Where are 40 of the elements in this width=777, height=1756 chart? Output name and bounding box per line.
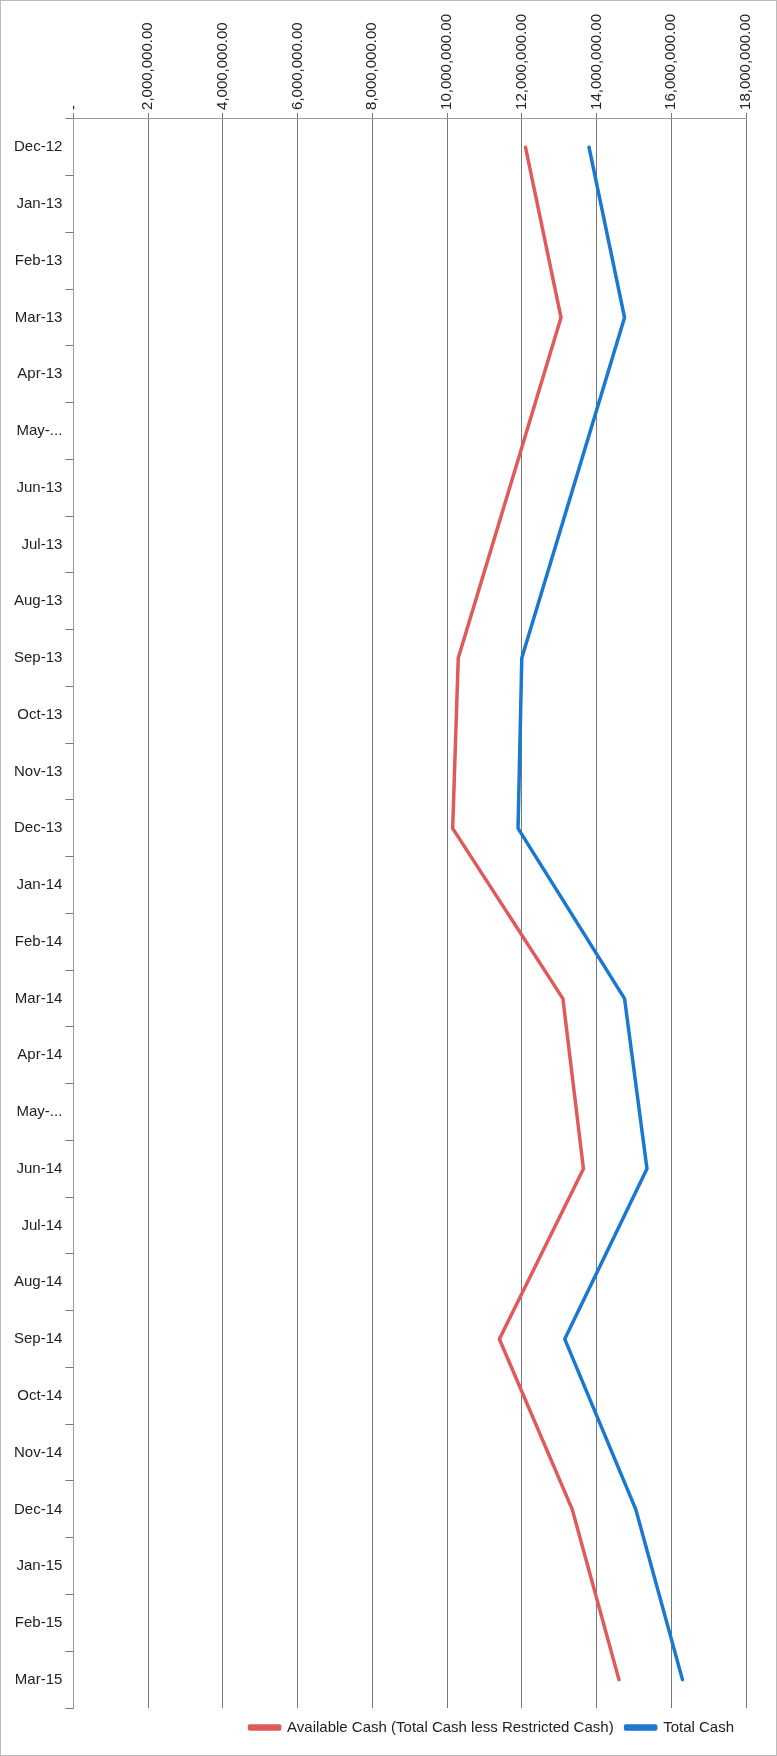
y-tick-label: Nov-14 [14, 1442, 63, 1460]
x-tick-label: 10,000,000.00 [437, 13, 455, 110]
y-tick-label: Sep-14 [13, 1329, 63, 1347]
y-tick-label: May-... [16, 421, 63, 439]
y-tick-label: Jan-13 [16, 194, 63, 212]
y-tick-label: May-... [16, 1102, 63, 1120]
x-tick-label: 2,000,000.00 [138, 22, 156, 110]
legend-label: Available Cash (Total Cash less Restricted Cash) [287, 1717, 614, 1735]
y-tick-label: Jul-13 [21, 534, 63, 552]
y-tick-label: Apr-13 [17, 364, 63, 382]
x-tick-label: 14,000,000.00 [586, 13, 604, 110]
x-tick-label: 6,000,000.00 [287, 22, 305, 110]
x-tick-label: 16,000,000.00 [661, 13, 679, 110]
y-tick-label: Feb-15 [14, 1613, 63, 1631]
x-tick-label: - [63, 104, 81, 110]
y-tick-label: Sep-13 [13, 648, 63, 666]
x-tick-label: 12,000,000.00 [511, 13, 529, 110]
y-tick-label: Jun-13 [16, 477, 63, 495]
y-tick-label: Oct-14 [17, 1386, 63, 1403]
y-tick-label: Feb-13 [14, 250, 63, 268]
y-tick-label: Dec-14 [14, 1499, 63, 1517]
y-tick-label: Dec-13 [14, 818, 63, 836]
y-tick-label: Mar-13 [14, 307, 63, 325]
y-tick-label: Jul-14 [21, 1215, 63, 1233]
y-tick-label: Feb-14 [14, 931, 63, 949]
y-tick-label: Jan-15 [16, 1556, 63, 1574]
x-tick-label: 8,000,000.00 [362, 22, 380, 110]
y-tick-label: Mar-14 [14, 988, 63, 1006]
y-tick-label: Dec-12 [14, 137, 63, 155]
y-tick-label: Nov-13 [14, 761, 63, 779]
y-tick-label: Aug-13 [13, 591, 63, 609]
x-tick-label: 18,000,000.00 [736, 13, 754, 110]
legend-label: Total Cash [663, 1717, 735, 1735]
y-tick-label: Mar-15 [14, 1669, 63, 1687]
y-tick-label: Aug-14 [13, 1272, 63, 1290]
x-tick-label: 4,000,000.00 [212, 22, 230, 110]
y-tick-label: Oct-13 [17, 704, 63, 722]
y-tick-label: Apr-14 [17, 1045, 63, 1063]
y-tick-label: Jun-14 [16, 1158, 63, 1176]
y-tick-label: Jan-14 [16, 875, 63, 893]
